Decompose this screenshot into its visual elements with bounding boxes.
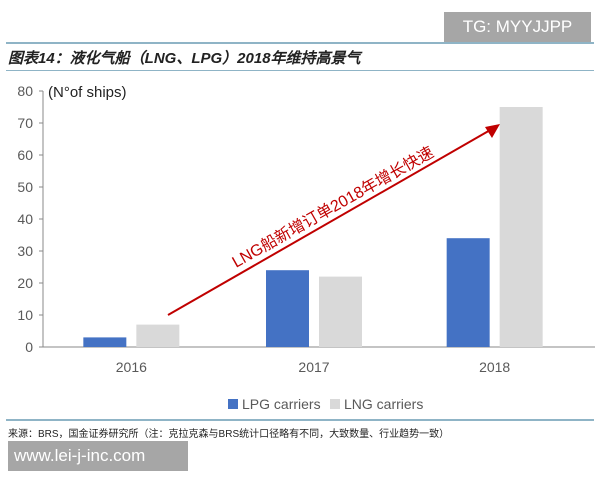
legend-swatch: [228, 399, 238, 409]
watermark-bottom: www.lei-j-inc.com: [8, 441, 188, 471]
y-tick-label: 10: [17, 307, 33, 323]
chart-title: 图表14：液化气船（LNG、LPG）2018年维持高景气: [8, 50, 361, 67]
legend-label: LPG carriers: [242, 396, 321, 412]
y-tick-label: 60: [17, 147, 33, 163]
source-note: 来源：BRS，国金证券研究所（注：克拉克森与BRS统计口径略有不同，大致数量、行…: [8, 429, 450, 440]
watermark-top: TG: MYYJJPP: [444, 12, 591, 42]
y-tick-label: 30: [17, 243, 33, 259]
y-axis-label: (N°of ships): [48, 84, 127, 101]
legend-swatch: [330, 399, 340, 409]
title-rule-top: [6, 42, 594, 44]
x-tick-label: 2017: [298, 359, 329, 375]
bar-lpg-2018: [446, 238, 490, 347]
trend-arrow-head: [485, 124, 500, 138]
y-tick-label: 70: [17, 115, 33, 131]
y-tick-label: 0: [25, 339, 33, 355]
title-rule-bottom: [6, 70, 594, 71]
bar-lng-2017: [319, 276, 362, 347]
bar-lng-2016: [136, 324, 180, 347]
y-tick-label: 80: [17, 83, 33, 99]
bar-chart: 0 10 20 30 40 50 60 70 80 (N°of ships) 2016 2017 201…: [17, 83, 595, 412]
source-rule: [6, 419, 594, 421]
legend-label: LNG carriers: [344, 396, 423, 412]
x-tick-label: 2016: [116, 359, 147, 375]
trend-arrow-line: [167, 128, 493, 316]
y-tick-label: 20: [17, 275, 33, 291]
annotation-text: LNG船新增订单2018年增长快速: [229, 143, 437, 271]
x-tick-label: 2018: [479, 359, 510, 375]
bar-lng-2018: [499, 107, 543, 347]
bar-lpg-2017: [266, 270, 309, 347]
y-tick-label: 40: [17, 211, 33, 227]
bar-lpg-2016: [83, 337, 127, 347]
y-tick-label: 50: [17, 179, 33, 195]
